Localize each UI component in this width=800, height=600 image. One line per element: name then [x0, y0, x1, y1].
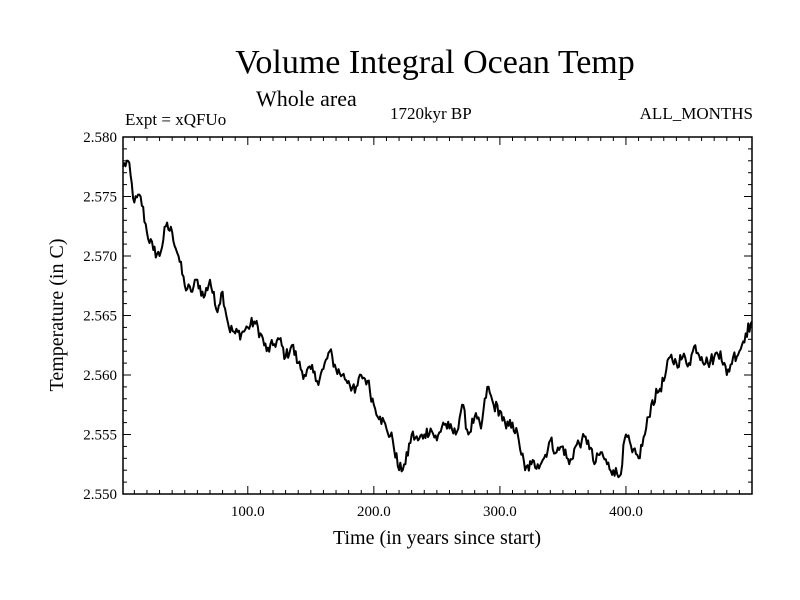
y-tick-label: 2.560: [83, 368, 117, 384]
y-tick-label: 2.550: [83, 487, 117, 503]
y-tick-label: 2.555: [83, 428, 117, 444]
x-tick-label: 200.0: [357, 504, 391, 520]
label-layer: 2.550 2.555 2.560 2.565 2.570 2.575 2.580 100.0…: [83, 130, 643, 520]
x-tick-label: 400.0: [609, 504, 643, 520]
data-layer: [122, 159, 753, 479]
y-tick-label: 2.570: [83, 249, 117, 265]
experiment-label: Expt = xQFUo: [125, 110, 227, 129]
months-label: ALL_MONTHS: [639, 104, 753, 123]
x-tick-label: 300.0: [483, 504, 517, 520]
series-line: [122, 159, 753, 479]
x-axis-label: Time (in years since start): [333, 527, 541, 549]
y-axis-label: Temperature (in C): [46, 239, 68, 392]
chart-subtitle: Whole area: [256, 86, 357, 111]
y-tick-label: 2.565: [83, 309, 117, 325]
date-label: 1720kyr BP: [390, 104, 472, 123]
x-tick-label: 100.0: [231, 504, 265, 520]
plot-frame: [122, 136, 753, 495]
y-tick-label: 2.575: [83, 190, 117, 206]
y-tick-label: 2.580: [83, 130, 117, 146]
chart-title: Volume Integral Ocean Temp: [235, 44, 635, 81]
